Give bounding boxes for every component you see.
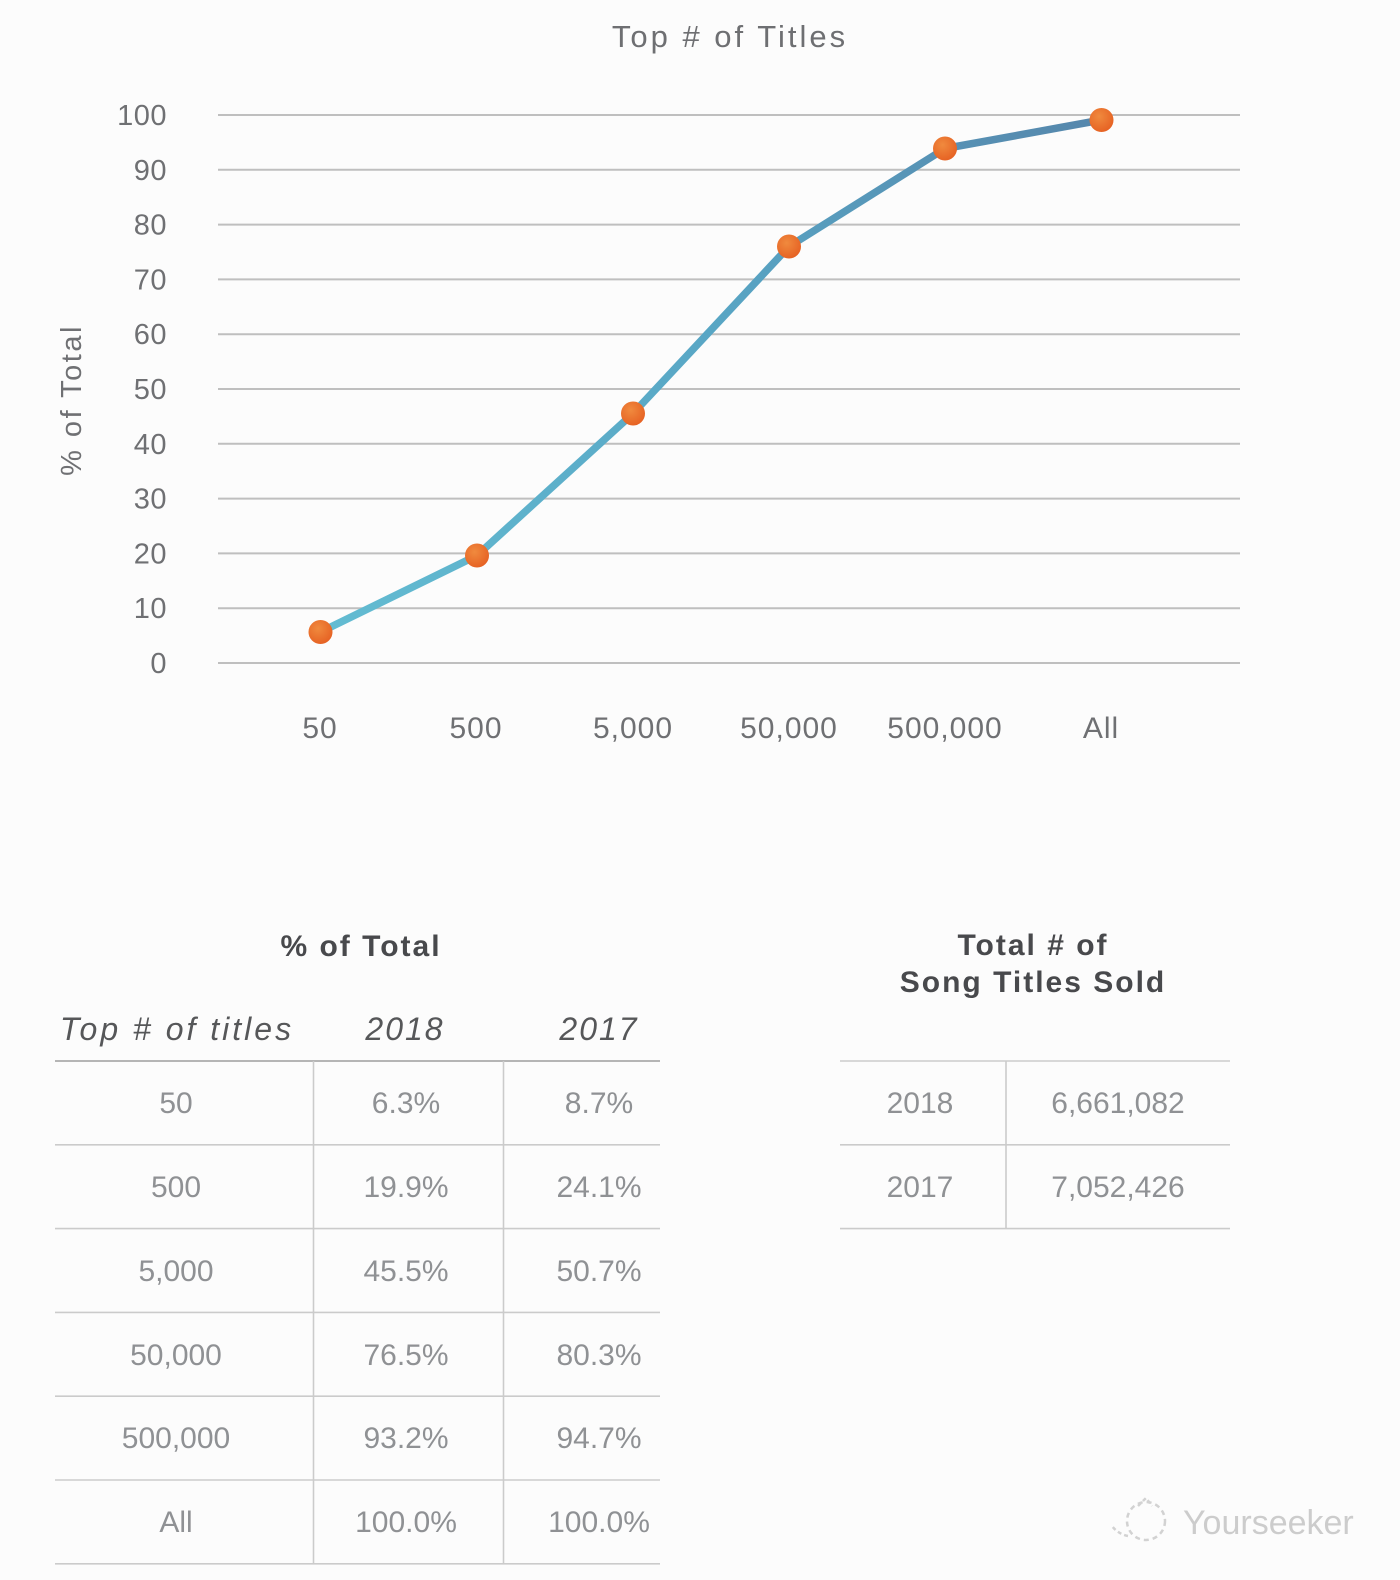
svg-text:80.3%: 80.3% xyxy=(556,1339,641,1372)
svg-text:% of Total: % of Total xyxy=(280,930,441,963)
svg-text:100: 100 xyxy=(117,100,167,132)
svg-text:500,000: 500,000 xyxy=(887,712,1002,745)
svg-text:30: 30 xyxy=(134,484,167,516)
svg-text:5,000: 5,000 xyxy=(593,712,673,745)
svg-text:50,000: 50,000 xyxy=(130,1339,222,1372)
svg-text:6,661,082: 6,661,082 xyxy=(1051,1087,1184,1120)
svg-text:40: 40 xyxy=(134,429,167,461)
svg-text:Yourseeker: Yourseeker xyxy=(1183,1504,1354,1542)
svg-text:19.9%: 19.9% xyxy=(363,1171,448,1204)
svg-text:45.5%: 45.5% xyxy=(363,1255,448,1288)
svg-text:5,000: 5,000 xyxy=(138,1255,213,1288)
svg-text:60: 60 xyxy=(134,319,167,351)
svg-text:10: 10 xyxy=(134,593,167,625)
svg-text:2018: 2018 xyxy=(364,1011,444,1047)
svg-text:100.0%: 100.0% xyxy=(355,1506,457,1539)
svg-text:50,000: 50,000 xyxy=(740,712,838,745)
svg-text:90: 90 xyxy=(134,155,167,187)
svg-text:70: 70 xyxy=(134,264,167,296)
svg-text:500,000: 500,000 xyxy=(122,1422,230,1455)
svg-text:20: 20 xyxy=(134,538,167,570)
svg-text:93.2%: 93.2% xyxy=(363,1422,448,1455)
svg-text:Song Titles Sold: Song Titles Sold xyxy=(900,966,1166,999)
svg-text:80: 80 xyxy=(134,210,167,242)
svg-text:2017: 2017 xyxy=(558,1011,638,1047)
svg-text:Top # of titles: Top # of titles xyxy=(60,1011,294,1047)
svg-text:50: 50 xyxy=(302,712,337,745)
svg-text:76.5%: 76.5% xyxy=(363,1339,448,1372)
svg-text:All: All xyxy=(1083,712,1119,745)
svg-text:2017: 2017 xyxy=(887,1171,954,1204)
svg-text:2018: 2018 xyxy=(887,1087,954,1120)
svg-text:50: 50 xyxy=(159,1087,192,1120)
svg-text:Total # of: Total # of xyxy=(957,929,1108,962)
svg-text:7,052,426: 7,052,426 xyxy=(1051,1171,1184,1204)
svg-text:100.0%: 100.0% xyxy=(548,1506,650,1539)
svg-text:8.7%: 8.7% xyxy=(565,1087,633,1120)
svg-text:24.1%: 24.1% xyxy=(556,1171,641,1204)
svg-text:94.7%: 94.7% xyxy=(556,1422,641,1455)
svg-text:Top # of Titles: Top # of Titles xyxy=(612,19,848,54)
svg-text:0: 0 xyxy=(150,648,167,680)
svg-text:All: All xyxy=(159,1506,192,1539)
svg-text:50: 50 xyxy=(134,374,167,406)
svg-text:50.7%: 50.7% xyxy=(556,1255,641,1288)
svg-text:% of Total: % of Total xyxy=(56,324,88,476)
svg-text:6.3%: 6.3% xyxy=(372,1087,440,1120)
svg-text:500: 500 xyxy=(151,1171,201,1204)
svg-text:500: 500 xyxy=(449,712,502,745)
